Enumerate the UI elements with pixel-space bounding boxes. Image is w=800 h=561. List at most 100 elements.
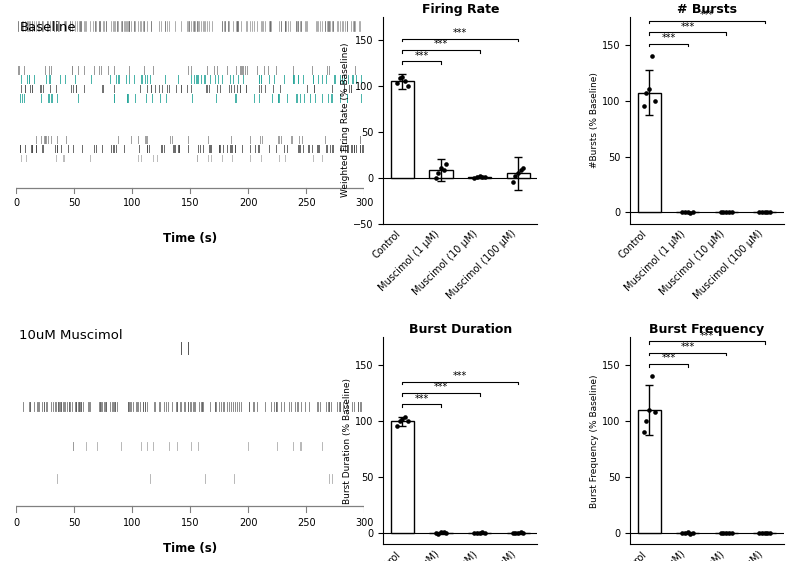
Point — [432, 169, 445, 178]
Point — [686, 528, 699, 537]
Title: Burst Frequency: Burst Frequency — [650, 323, 765, 336]
Point — [390, 421, 403, 430]
Bar — [638, 410, 661, 533]
Text: Time (s): Time (s) — [163, 232, 218, 245]
Text: ***: *** — [662, 353, 675, 364]
Point — [686, 208, 699, 217]
Point — [509, 171, 522, 180]
Point — [714, 528, 727, 537]
Bar — [468, 177, 491, 178]
Point — [438, 166, 450, 175]
Point — [642, 406, 655, 415]
Point — [648, 96, 661, 105]
Point — [432, 529, 445, 538]
Point — [756, 528, 769, 537]
Bar — [430, 171, 453, 178]
Title: # Bursts: # Bursts — [677, 3, 737, 16]
Point — [682, 208, 694, 217]
Bar — [638, 93, 661, 213]
Text: 300: 300 — [355, 518, 374, 528]
Title: Firing Rate: Firing Rate — [422, 3, 499, 16]
Text: 200: 200 — [239, 518, 258, 528]
Text: ***: *** — [453, 371, 467, 381]
Text: 150: 150 — [181, 518, 199, 528]
Text: Time (s): Time (s) — [163, 542, 218, 555]
Point — [638, 428, 650, 437]
Point — [676, 528, 689, 537]
Text: 100: 100 — [123, 518, 142, 528]
Point — [398, 77, 411, 86]
Point — [753, 528, 766, 537]
Point — [398, 412, 411, 421]
Text: ***: *** — [681, 21, 694, 31]
Text: 10uM Muscimol: 10uM Muscimol — [19, 329, 123, 342]
Bar — [391, 81, 414, 178]
Point — [514, 528, 527, 537]
Y-axis label: #Bursts (% Baseline): #Bursts (% Baseline) — [590, 72, 599, 168]
Point — [512, 528, 525, 537]
Text: 150: 150 — [181, 199, 199, 208]
Point — [402, 81, 414, 90]
Point — [394, 417, 406, 426]
Point — [440, 528, 453, 537]
Point — [722, 208, 735, 217]
Point — [638, 102, 650, 111]
Point — [396, 72, 409, 81]
Point — [402, 417, 414, 426]
Text: 50: 50 — [68, 199, 80, 208]
Text: ***: *** — [453, 28, 467, 38]
Point — [682, 528, 694, 537]
Point — [720, 208, 733, 217]
Text: ***: *** — [414, 51, 429, 61]
Text: 0: 0 — [13, 518, 19, 528]
Text: ***: *** — [434, 39, 448, 49]
Point — [509, 528, 522, 537]
Point — [478, 528, 491, 537]
Point — [396, 415, 409, 424]
Text: ***: *** — [662, 33, 675, 43]
Point — [470, 172, 483, 181]
Point — [476, 528, 489, 537]
Point — [684, 209, 697, 218]
Text: 250: 250 — [297, 199, 316, 208]
Point — [390, 79, 403, 88]
Point — [676, 208, 689, 217]
Point — [753, 208, 766, 217]
Point — [646, 372, 658, 381]
Point — [430, 173, 442, 182]
Point — [678, 208, 691, 217]
Text: 50: 50 — [68, 518, 80, 528]
Point — [756, 208, 769, 217]
Text: ***: *** — [700, 10, 714, 20]
Point — [512, 169, 525, 178]
Point — [714, 208, 727, 217]
Point — [506, 528, 519, 537]
Point — [722, 528, 735, 537]
Point — [468, 528, 481, 537]
Point — [470, 528, 483, 537]
Point — [725, 208, 738, 217]
Text: ***: *** — [414, 394, 429, 404]
Point — [434, 528, 447, 537]
Text: 200: 200 — [239, 199, 258, 208]
Point — [468, 173, 481, 182]
Point — [434, 164, 447, 173]
Point — [430, 528, 442, 537]
Point — [394, 74, 406, 83]
Point — [473, 171, 486, 180]
Point — [758, 208, 771, 217]
Point — [717, 528, 730, 537]
Text: 250: 250 — [297, 518, 316, 528]
Y-axis label: Burst Frequency (% Baseline): Burst Frequency (% Baseline) — [590, 374, 599, 508]
Point — [725, 528, 738, 537]
Title: Burst Duration: Burst Duration — [409, 323, 512, 336]
Point — [473, 528, 486, 537]
Text: ***: *** — [434, 383, 448, 392]
Point — [642, 85, 655, 94]
Text: ***: *** — [681, 342, 694, 352]
Point — [761, 208, 774, 217]
Point — [764, 208, 777, 217]
Text: 0: 0 — [13, 199, 19, 208]
Point — [478, 172, 491, 181]
Point — [720, 528, 733, 537]
